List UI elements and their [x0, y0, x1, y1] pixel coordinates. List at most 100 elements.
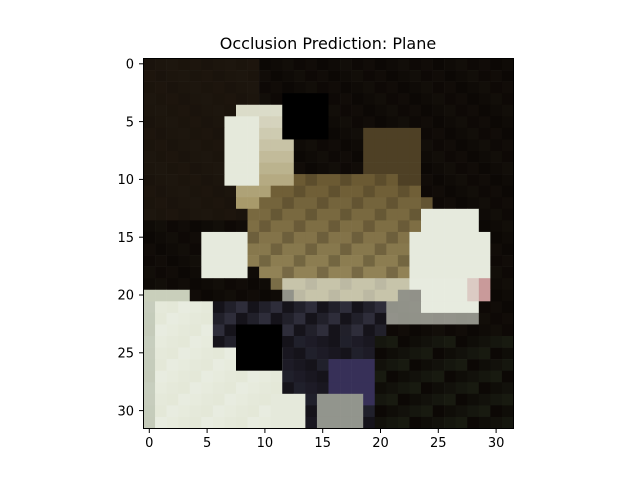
image-pixel — [155, 382, 167, 395]
image-pixel — [189, 382, 202, 395]
image-pixel — [166, 301, 179, 314]
image-pixel — [363, 70, 376, 82]
image-pixel — [386, 220, 399, 233]
image-pixel — [432, 393, 445, 406]
image-pixel — [455, 185, 468, 198]
image-pixel — [143, 370, 156, 383]
image-pixel — [490, 370, 503, 383]
image-pixel — [328, 185, 341, 198]
image-pixel — [247, 58, 260, 71]
image-pixel — [143, 312, 156, 325]
image-pixel — [363, 255, 376, 267]
image-pixel — [293, 70, 306, 82]
image-pixel — [236, 231, 248, 244]
image-pixel — [155, 151, 167, 163]
image-pixel — [293, 220, 306, 233]
image-pixel — [363, 185, 376, 198]
image-pixel — [155, 104, 167, 117]
image-pixel — [467, 416, 480, 429]
image-pixel — [363, 220, 376, 233]
image-pixel — [270, 278, 283, 291]
image-pixel — [293, 312, 306, 325]
image-pixel — [270, 151, 283, 163]
image-pixel — [282, 220, 295, 233]
image-pixel — [386, 359, 399, 371]
image-pixel — [236, 312, 248, 325]
image-pixel — [444, 220, 456, 233]
image-pixel — [501, 312, 514, 325]
image-pixel — [455, 347, 468, 360]
image-pixel — [386, 185, 399, 198]
image-pixel — [305, 347, 318, 360]
image-pixel — [293, 405, 306, 418]
image-pixel — [282, 197, 295, 210]
image-pixel — [340, 162, 352, 175]
image-pixel — [293, 416, 306, 429]
image-pixel — [501, 70, 514, 82]
image-pixel — [189, 197, 202, 210]
image-pixel — [490, 324, 503, 337]
image-pixel — [259, 162, 271, 175]
image-pixel — [340, 393, 352, 406]
image-pixel — [363, 243, 376, 256]
image-pixel — [455, 197, 468, 210]
figure-title: Occlusion Prediction: Plane — [220, 34, 436, 53]
image-pixel — [305, 324, 318, 337]
image-pixel — [340, 127, 352, 140]
image-pixel — [316, 243, 329, 256]
image-pixel — [444, 208, 456, 221]
image-pixel — [305, 151, 318, 163]
image-pixel — [386, 104, 399, 117]
image-pixel — [351, 266, 364, 279]
image-pixel — [467, 162, 480, 175]
image-pixel — [363, 139, 376, 152]
image-pixel — [282, 405, 295, 418]
image-pixel — [409, 278, 422, 291]
image-pixel — [247, 266, 260, 279]
image-pixel — [397, 197, 410, 210]
image-pixel — [467, 324, 480, 337]
image-pixel — [455, 416, 468, 429]
image-pixel — [421, 104, 433, 117]
image-pixel — [444, 405, 456, 418]
image-pixel — [421, 220, 433, 233]
image-pixel — [328, 197, 341, 210]
image-pixel — [340, 58, 352, 71]
image-pixel — [397, 347, 410, 360]
image-pixel — [409, 347, 422, 360]
image-pixel — [374, 197, 387, 210]
occlusion-layer — [236, 93, 329, 371]
image-pixel — [201, 255, 214, 267]
image-pixel — [143, 197, 156, 210]
x-tick-label: 15 — [314, 436, 331, 451]
image-pixel — [293, 174, 306, 186]
image-pixel — [432, 370, 445, 383]
image-pixel — [432, 301, 445, 314]
image-pixel — [340, 359, 352, 371]
image-pixel — [270, 58, 283, 71]
image-pixel — [247, 393, 260, 406]
image-pixel — [143, 58, 156, 71]
image-pixel — [421, 405, 433, 418]
image-pixel — [178, 162, 191, 175]
image-pixel — [386, 266, 399, 279]
image-pixel — [247, 162, 260, 175]
image-pixel — [490, 416, 503, 429]
image-pixel — [259, 278, 271, 291]
image-pixel — [351, 255, 364, 267]
image-pixel — [409, 301, 422, 314]
image-pixel — [501, 116, 514, 129]
image-pixel — [155, 70, 167, 82]
image-pixel — [259, 208, 271, 221]
image-pixel — [201, 70, 214, 82]
image-pixel — [478, 382, 491, 395]
image-pixel — [386, 93, 399, 106]
image-pixel — [386, 58, 399, 71]
image-pixel — [374, 382, 387, 395]
image-pixel — [421, 70, 433, 82]
image-pixel — [340, 185, 352, 198]
image-pixel — [467, 370, 480, 383]
image-pixel — [293, 359, 306, 371]
image-pixel — [189, 81, 202, 94]
image-pixel — [374, 255, 387, 267]
